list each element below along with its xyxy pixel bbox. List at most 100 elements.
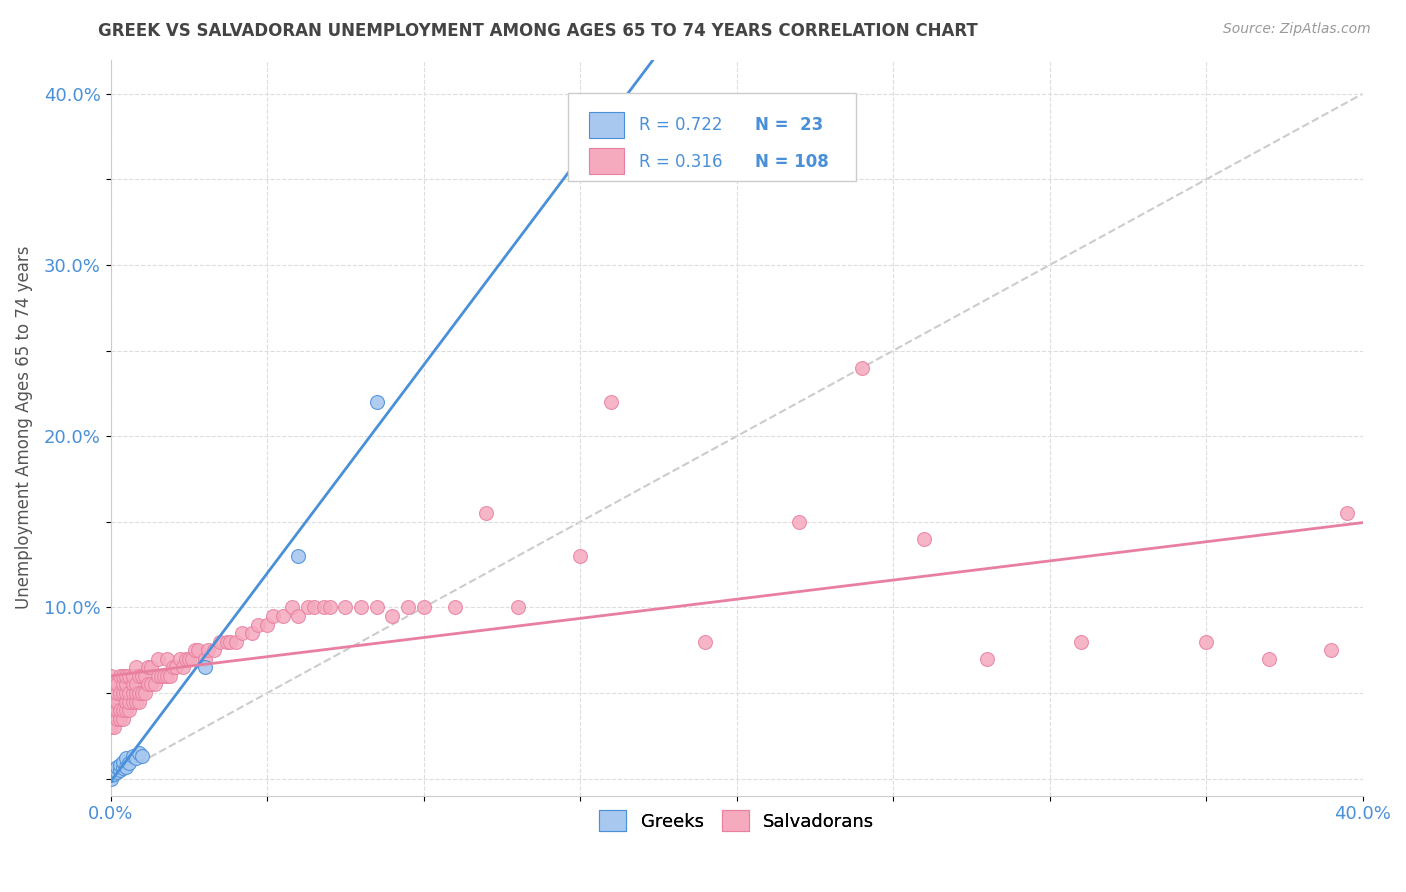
Point <box>146 669 169 683</box>
Point <box>121 749 143 764</box>
Point <box>105 764 128 779</box>
Point <box>131 669 153 683</box>
Point <box>103 703 125 717</box>
Point <box>103 720 125 734</box>
Point <box>1320 643 1343 657</box>
Point <box>103 686 125 700</box>
Point <box>159 669 181 683</box>
Point <box>149 669 172 683</box>
Point <box>506 600 529 615</box>
Point <box>112 761 135 775</box>
Point <box>115 695 138 709</box>
Point <box>246 617 269 632</box>
Point <box>231 626 253 640</box>
Legend: Greeks, Salvadorans: Greeks, Salvadorans <box>592 803 882 838</box>
Point <box>569 549 592 563</box>
Point <box>125 695 148 709</box>
Text: R = 0.722: R = 0.722 <box>638 116 723 134</box>
Point <box>153 669 176 683</box>
Point <box>202 643 225 657</box>
Point <box>108 686 131 700</box>
Point <box>335 600 357 615</box>
Point <box>215 634 238 648</box>
Point <box>976 652 998 666</box>
Point <box>600 395 623 409</box>
Point <box>444 600 467 615</box>
Point <box>134 669 156 683</box>
Point <box>115 751 138 765</box>
Point <box>141 660 163 674</box>
Point <box>312 600 335 615</box>
Point <box>912 532 935 546</box>
Text: N = 108: N = 108 <box>755 153 830 170</box>
Point <box>108 703 131 717</box>
Point <box>262 609 284 624</box>
Point <box>108 758 131 772</box>
Point <box>381 609 404 624</box>
FancyBboxPatch shape <box>589 148 624 174</box>
Point <box>121 686 143 700</box>
Point <box>100 764 122 779</box>
Point <box>115 686 138 700</box>
Point <box>105 759 128 773</box>
Point <box>125 751 148 765</box>
Point <box>396 600 419 615</box>
Text: N =  23: N = 23 <box>755 116 824 134</box>
Point <box>240 626 263 640</box>
Point <box>1257 652 1279 666</box>
Point <box>350 600 373 615</box>
Point <box>118 756 141 771</box>
Point <box>271 609 294 624</box>
Point <box>115 669 138 683</box>
Point <box>118 703 141 717</box>
Point <box>146 652 169 666</box>
Point <box>105 712 128 726</box>
Point <box>100 763 122 777</box>
Point <box>105 695 128 709</box>
Point <box>1070 634 1092 648</box>
Point <box>194 652 217 666</box>
Point <box>128 686 150 700</box>
Text: GREEK VS SALVADORAN UNEMPLOYMENT AMONG AGES 65 TO 74 YEARS CORRELATION CHART: GREEK VS SALVADORAN UNEMPLOYMENT AMONG A… <box>98 22 979 40</box>
Point <box>156 652 179 666</box>
Point <box>319 600 342 615</box>
Point <box>112 677 135 691</box>
Point <box>1336 506 1358 520</box>
Point <box>128 746 150 760</box>
Point <box>118 686 141 700</box>
Point <box>108 669 131 683</box>
Point <box>125 660 148 674</box>
Point <box>112 669 135 683</box>
Point <box>103 766 125 780</box>
Point <box>412 600 434 615</box>
Point <box>181 652 204 666</box>
Point <box>218 634 240 648</box>
Point <box>225 634 247 648</box>
Point <box>125 677 148 691</box>
Point <box>131 686 153 700</box>
Point <box>100 669 122 683</box>
Point <box>287 609 309 624</box>
Point <box>143 677 166 691</box>
Y-axis label: Unemployment Among Ages 65 to 74 years: Unemployment Among Ages 65 to 74 years <box>15 246 32 609</box>
Point <box>128 669 150 683</box>
Point <box>112 686 135 700</box>
Point <box>112 755 135 769</box>
Point <box>115 677 138 691</box>
Point <box>209 634 232 648</box>
Point <box>108 712 131 726</box>
FancyBboxPatch shape <box>568 93 856 181</box>
Point <box>100 703 122 717</box>
Point <box>100 766 122 780</box>
Point <box>115 759 138 773</box>
Point <box>112 703 135 717</box>
Point <box>302 600 325 615</box>
Point <box>136 677 159 691</box>
Point <box>187 643 209 657</box>
Point <box>103 763 125 777</box>
Point <box>366 395 388 409</box>
Point <box>256 617 278 632</box>
Point <box>287 549 309 563</box>
FancyBboxPatch shape <box>589 112 624 137</box>
Point <box>172 660 194 674</box>
